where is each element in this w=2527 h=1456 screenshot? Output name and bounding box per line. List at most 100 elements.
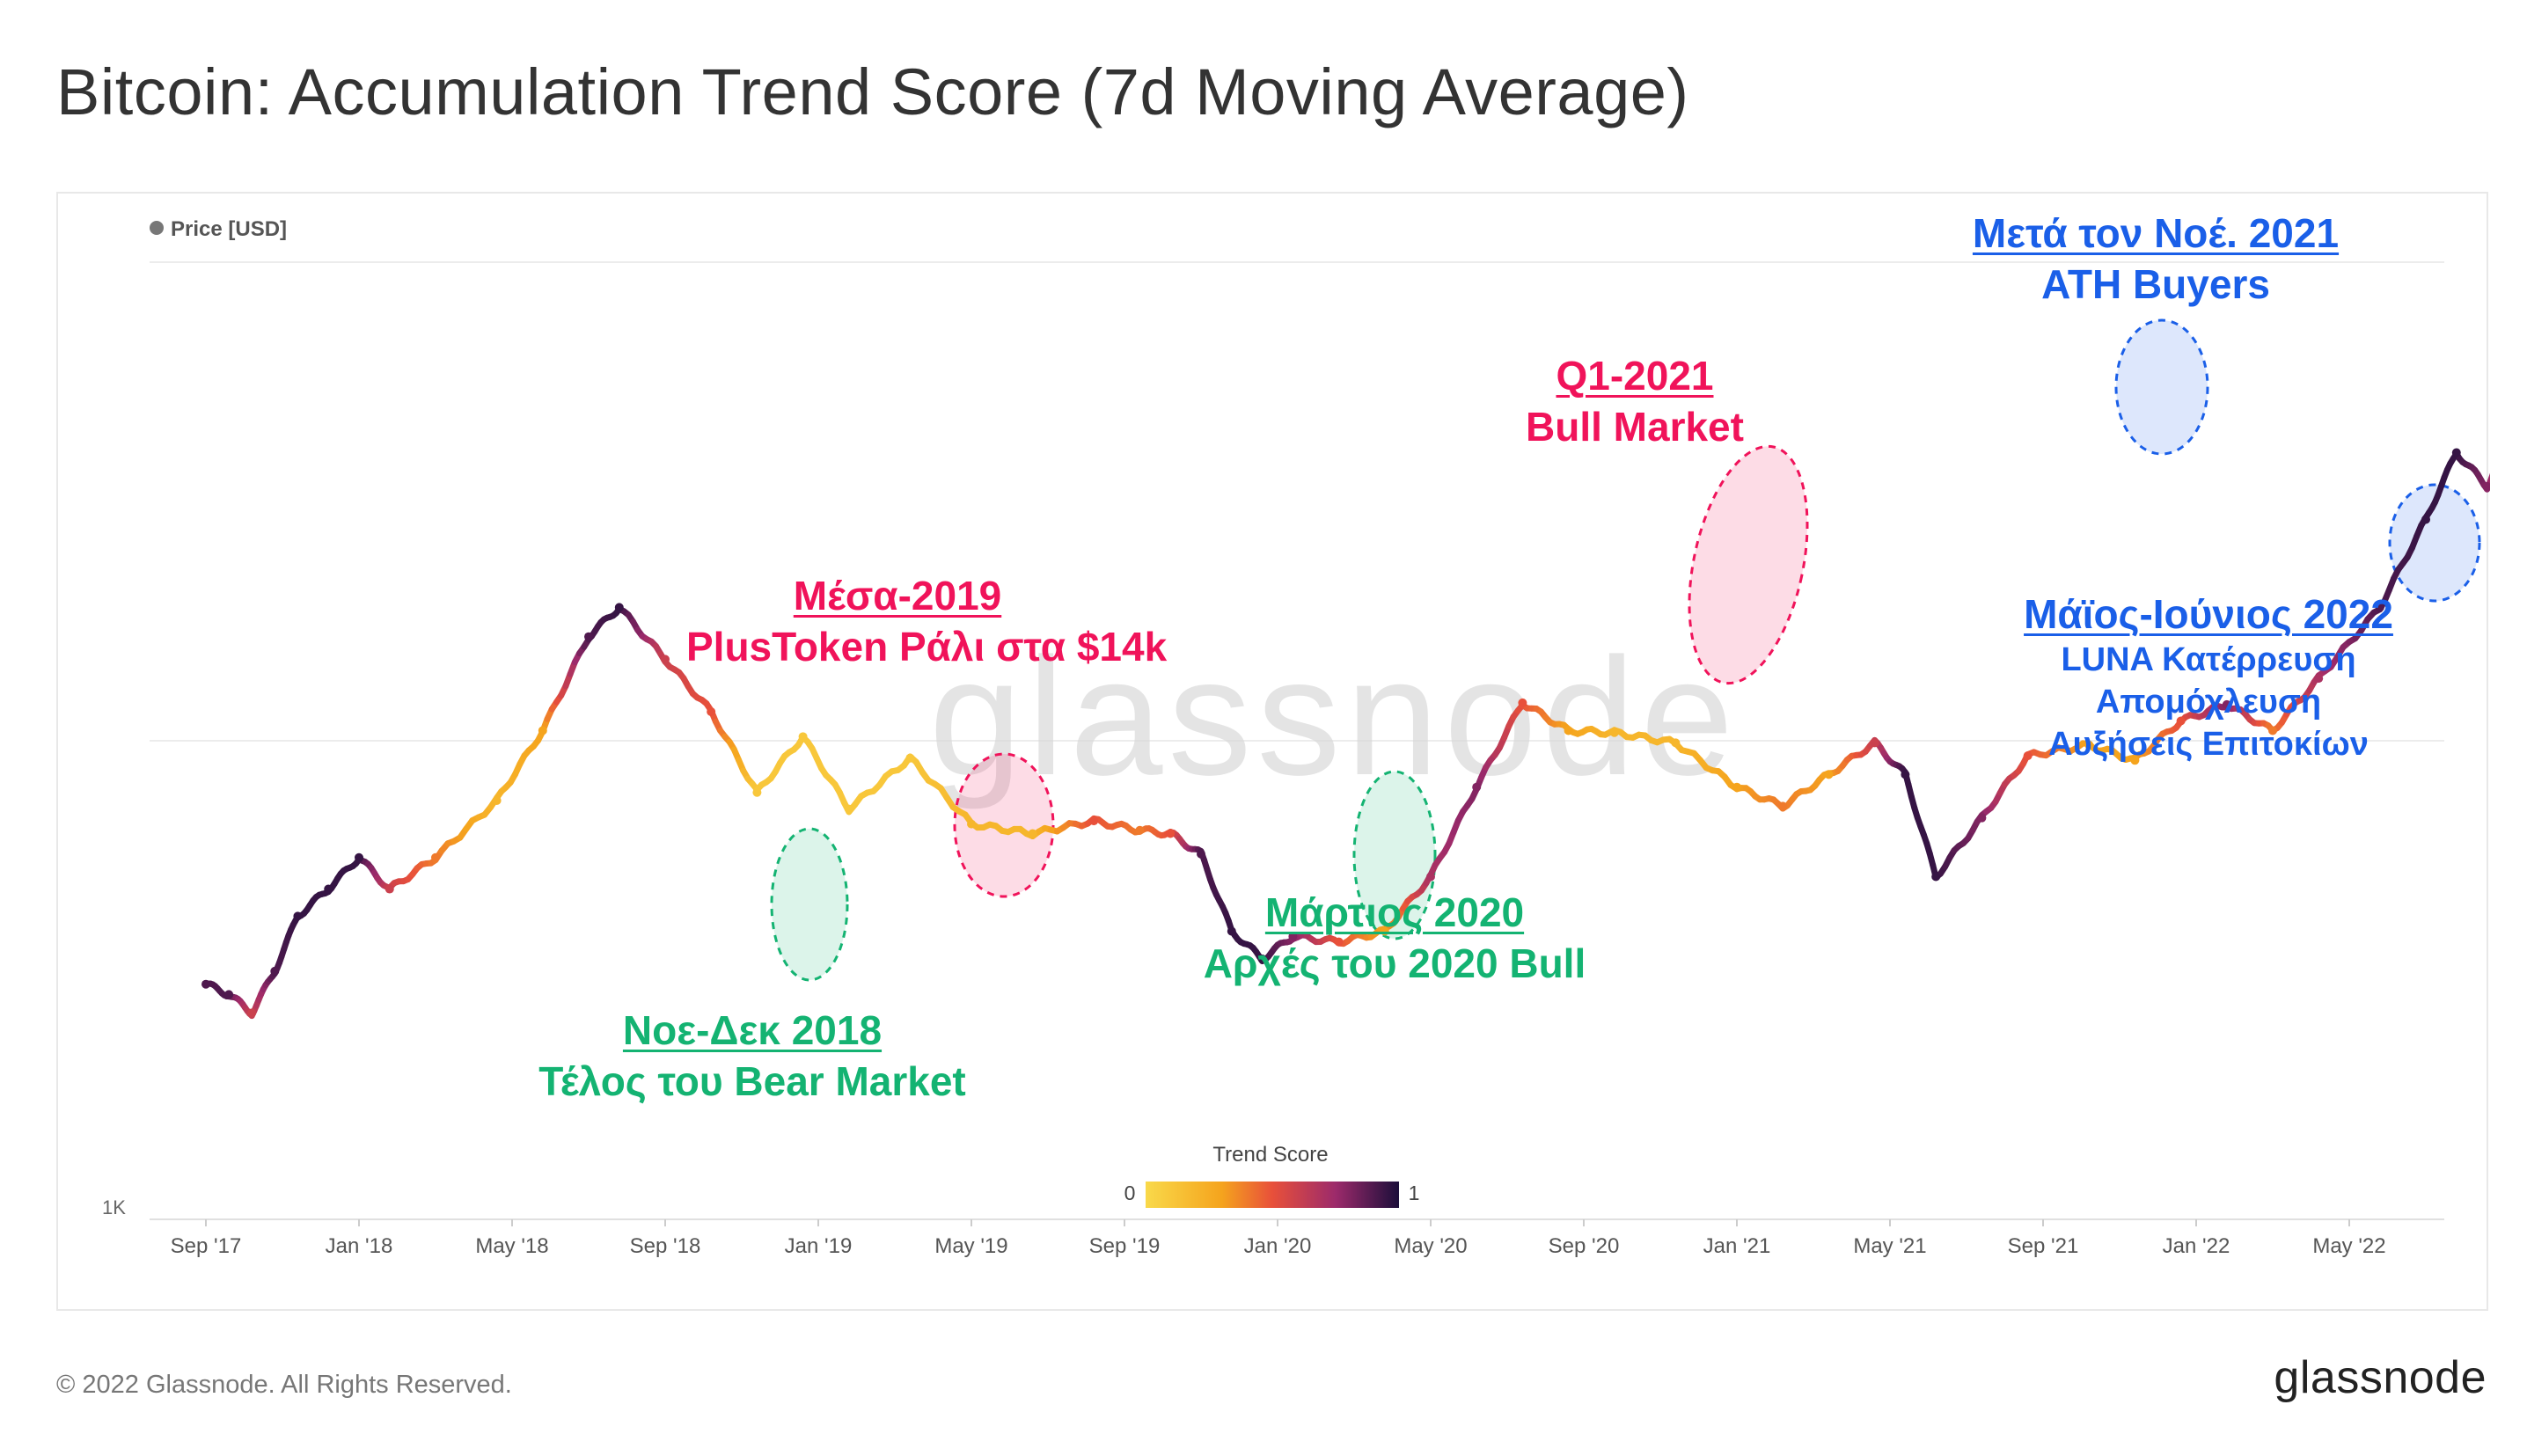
data-point xyxy=(1227,926,1236,936)
x-tick-label: May '21 xyxy=(1853,1234,1926,1258)
data-point xyxy=(2023,751,2033,761)
footer-copyright: © 2022 Glassnode. All Rights Reserved. xyxy=(56,1371,512,1399)
ellipse-q1-2021 xyxy=(1688,444,1809,685)
footer-logo: glassnode xyxy=(2274,1352,2487,1403)
data-point xyxy=(1334,937,1344,947)
colorbar-min: 0 xyxy=(1124,1182,1136,1204)
data-point xyxy=(1028,829,1037,838)
annotation-subtitle: PlusToken Ράλι στα $14k xyxy=(686,624,1168,669)
colorbar-title: Trend Score xyxy=(1212,1143,1328,1167)
data-point xyxy=(752,787,762,797)
legend-label: Price [USD] xyxy=(171,217,287,241)
annotation-subtitle: Αρχές του 2020 Bull xyxy=(1203,940,1586,986)
data-point xyxy=(2084,740,2094,750)
annotation-after-nov-2021: Μετά τον Νοέ. 2021 ATH Buyers xyxy=(1936,208,2376,310)
y-tick-label: 1K xyxy=(102,1196,126,1218)
data-point xyxy=(2421,515,2430,524)
data-point xyxy=(1257,955,1267,964)
data-point xyxy=(1426,872,1435,882)
data-point xyxy=(707,706,716,716)
colorbar-max: 1 xyxy=(1409,1182,1420,1204)
annotation-may-june-2022: Μάϊος-Ιούνιος 2022 LUNA Κατέρρευση Απομό… xyxy=(1971,589,2446,765)
x-tick-label: Sep '20 xyxy=(1549,1234,1620,1258)
data-point xyxy=(538,726,547,735)
data-point xyxy=(661,655,670,664)
data-point xyxy=(355,852,363,862)
annotation-q1-2021: Q1-2021 Bull Market xyxy=(1450,350,1820,452)
data-point xyxy=(844,804,853,814)
x-tick-label: Sep '18 xyxy=(630,1234,701,1258)
data-point xyxy=(2451,448,2461,457)
x-tick-label: Sep '19 xyxy=(1089,1234,1161,1258)
annotation-march-2020: Μάρτιος 2020 Αρχές του 2020 Bull xyxy=(1166,887,1623,989)
data-point xyxy=(1089,816,1099,826)
annotation-nov-dec-2018: Νοε-Δεκ 2018 Τέλος του Bear Market xyxy=(524,1005,981,1107)
x-tick-label: Jan '19 xyxy=(785,1234,853,1258)
annotation-title: Μάρτιος 2020 xyxy=(1264,889,1525,935)
annotation-title: Μετά τον Νοέ. 2021 xyxy=(1972,210,2340,256)
x-tick-label: Sep '21 xyxy=(2008,1234,2079,1258)
data-point xyxy=(1472,782,1482,792)
data-point xyxy=(385,884,394,894)
chart-frame: glassnode Price [USD] 1K Sep '17 Jan '18 M… xyxy=(56,192,2490,1311)
data-point xyxy=(967,819,976,829)
data-point xyxy=(1380,926,1389,936)
data-point xyxy=(905,753,915,763)
data-point xyxy=(2176,716,2186,726)
data-point xyxy=(1732,782,1741,792)
data-point xyxy=(798,732,808,742)
annotation-title: Μάϊος-Ιούνιος 2022 xyxy=(2024,591,2393,637)
data-point xyxy=(247,1008,257,1018)
annotation-mid-2019: Μέσα-2019 PlusToken Ράλι στα $14k xyxy=(686,570,1168,672)
ellipse-may-june-2022 xyxy=(2388,483,2481,603)
data-point xyxy=(1609,728,1619,737)
data-point xyxy=(584,632,593,641)
annotation-subtitle: ATH Buyers xyxy=(2041,261,2270,307)
x-tick-label: Jan '18 xyxy=(326,1234,393,1258)
data-point xyxy=(1197,849,1205,859)
x-tick-label: May '19 xyxy=(934,1234,1007,1258)
data-point xyxy=(2222,699,2231,709)
annotation-line: LUNA Κατέρρευση xyxy=(2061,641,2356,678)
annotation-subtitle: Bull Market xyxy=(1526,404,1744,450)
data-point xyxy=(614,603,624,612)
data-point xyxy=(270,966,280,976)
annotation-title: Q1-2021 xyxy=(1556,353,1714,399)
data-point xyxy=(2482,481,2490,491)
legend-dot xyxy=(150,221,164,235)
annotation-line: Απομόχλευση xyxy=(2095,684,2322,721)
data-point xyxy=(224,990,234,999)
page-title: Bitcoin: Accumulation Trend Score (7d Mo… xyxy=(56,55,1689,128)
annotation-title: Μέσα-2019 xyxy=(793,573,1002,618)
x-tick-label: May '18 xyxy=(475,1234,548,1258)
data-point xyxy=(1518,698,1527,707)
data-point xyxy=(1931,872,1941,882)
data-point xyxy=(2314,674,2324,684)
price-series xyxy=(201,448,2490,1020)
data-point xyxy=(1901,770,1910,779)
data-point xyxy=(1564,726,1573,735)
x-tick-label: Jan '20 xyxy=(1244,1234,1312,1258)
annotation-subtitle: Τέλος του Bear Market xyxy=(538,1058,966,1104)
ellipse-after-nov-2021 xyxy=(2114,318,2209,456)
data-point xyxy=(1824,770,1834,779)
watermark: glassnode xyxy=(929,624,1739,810)
data-point xyxy=(2268,726,2277,735)
data-point xyxy=(293,911,303,921)
data-point xyxy=(1977,813,1987,823)
ellipse-mid-2019 xyxy=(953,752,1055,898)
data-point xyxy=(2130,756,2140,765)
data-point xyxy=(1166,829,1176,838)
data-point xyxy=(1288,932,1298,941)
x-tick-label: Jan '22 xyxy=(2163,1234,2230,1258)
data-point xyxy=(1870,738,1879,748)
data-point xyxy=(1778,801,1788,811)
data-point xyxy=(324,884,333,894)
chart-svg: glassnode Price [USD] 1K Sep '17 Jan '18 M… xyxy=(102,217,2490,1258)
x-axis-ticks: Sep '17 Jan '18 May '18 Sep '18 Jan '19 May '… xyxy=(171,1219,2386,1258)
x-tick-label: Sep '17 xyxy=(171,1234,242,1258)
colorbar xyxy=(1146,1182,1399,1208)
data-point xyxy=(431,852,440,862)
data-point xyxy=(201,979,210,989)
annotation-line: Αυξήσεις Επιτοκίων xyxy=(2048,726,2369,763)
